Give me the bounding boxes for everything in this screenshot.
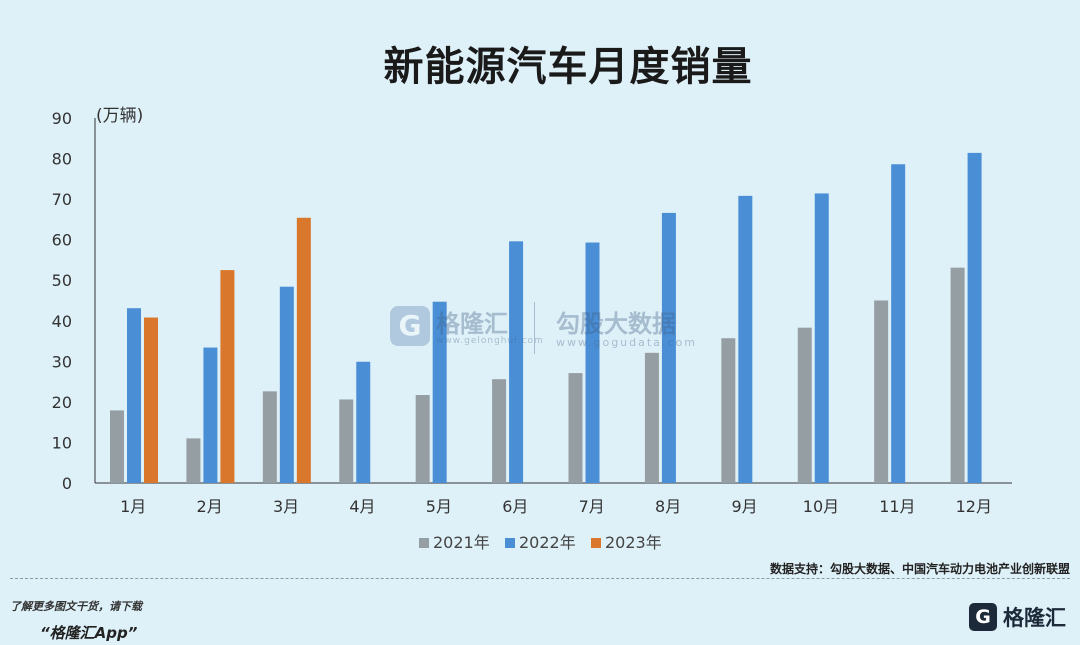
x-tick-label: 10月 [803,497,839,516]
y-tick-label: 30 [52,352,72,371]
bar-2023年-3月 [296,217,311,483]
legend-label: 2021年 [433,533,490,552]
bar-2021年-6月 [492,379,507,483]
bar-2022年-7月 [585,242,600,483]
legend-swatch [505,538,515,548]
bar-2022年-4月 [356,361,371,483]
bar-2021年-12月 [950,267,965,483]
bar-2023年-1月 [144,317,158,483]
y-tick-label: 60 [52,231,72,250]
legend-label: 2022年 [519,533,576,552]
legend-swatch [591,538,601,548]
y-tick-label: 70 [52,190,72,209]
gelonghui-logo-icon: G [969,603,997,631]
bar-2021年-10月 [797,327,812,483]
legend-swatch [419,538,429,548]
bar-2021年-2月 [186,438,201,483]
x-tick-label: 9月 [731,497,757,516]
x-tick-label: 2月 [197,497,223,516]
x-tick-label: 11月 [879,497,915,516]
footer-divider [10,578,1070,579]
bar-2022年-3月 [279,286,294,483]
footer-promo-text: 了解更多图文干货，请下载 [10,600,142,613]
bar-2022年-6月 [509,241,524,483]
bar-2021年-5月 [415,394,430,483]
y-tick-label: 50 [52,271,72,290]
bar-2022年-2月 [203,347,218,483]
y-tick-label: 20 [52,393,72,412]
bar-2021年-11月 [874,300,889,483]
x-tick-label: 6月 [502,497,528,516]
bar-2022年-5月 [432,301,447,483]
bar-2021年-3月 [262,391,277,483]
y-unit-label: (万辆) [96,106,143,126]
bar-2021年-8月 [644,352,659,483]
footer-logo-text: 格隆汇 [1003,606,1066,630]
bar-2023年-2月 [220,270,235,483]
bar-2022年-1月 [127,308,141,483]
bar-2021年-9月 [721,338,736,483]
bar-2022年-11月 [891,164,906,483]
footer-logo: G 格隆汇 [969,602,1066,632]
bar-2022年-9月 [738,195,753,483]
source-note: 数据支持：勾股大数据、中国汽车动力电池产业创新联盟 [769,562,1070,576]
x-tick-label: 4月 [349,497,375,516]
x-tick-label: 3月 [273,497,299,516]
y-tick-label: 10 [52,433,72,452]
bar-2021年-4月 [339,399,354,483]
y-tick-label: 0 [62,474,72,493]
bar-2021年-1月 [110,410,124,483]
bar-2022年-8月 [661,212,676,483]
x-tick-label: 8月 [655,497,681,516]
footer-app-name: “格隆汇App” [40,624,138,642]
x-tick-label: 7月 [579,497,605,516]
x-tick-label: 5月 [426,497,452,516]
y-tick-label: 90 [52,109,72,128]
bar-2021年-7月 [568,373,583,483]
bar-2022年-12月 [967,152,982,483]
chart-title: 新能源汽车月度销量 [383,44,753,90]
bar-2022年-10月 [814,193,829,483]
legend-label: 2023年 [605,533,662,552]
x-tick-label: 12月 [956,497,992,516]
y-tick-label: 40 [52,312,72,331]
y-tick-label: 80 [52,150,72,169]
x-tick-label: 1月 [120,497,146,516]
